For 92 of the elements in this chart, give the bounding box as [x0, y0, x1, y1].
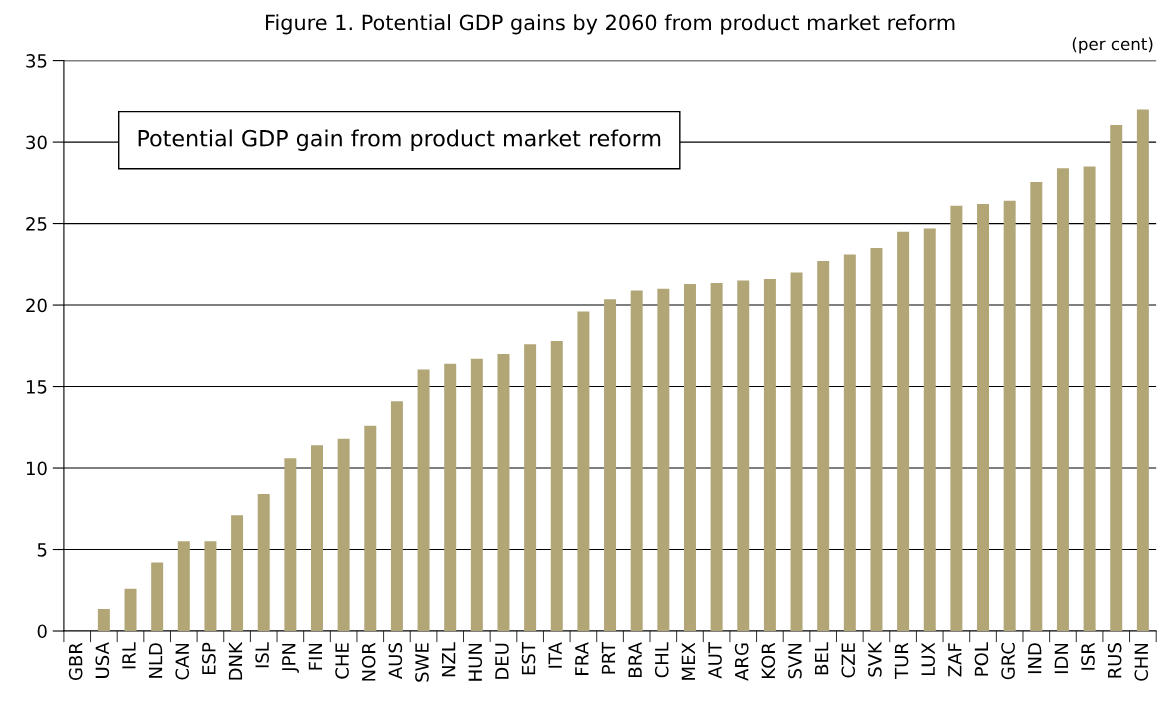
x-tick-label: ARG	[734, 643, 749, 681]
x-tick-label: USA	[95, 642, 110, 678]
bar	[311, 445, 323, 632]
x-tick-label: RUS	[1107, 643, 1122, 678]
bar	[177, 541, 190, 632]
bar	[97, 609, 110, 632]
bar	[417, 369, 430, 632]
x-tick-label: SWE	[415, 643, 429, 682]
x-tick-label: CAN	[175, 643, 190, 680]
bar	[204, 541, 217, 632]
bar	[817, 261, 830, 632]
x-tick-label: CZE	[841, 643, 856, 678]
x-tick-label: JPN	[282, 643, 299, 673]
x-tick-label: BRA	[628, 642, 642, 677]
y-tick-label: 30	[26, 135, 47, 150]
bar	[364, 425, 377, 632]
x-tick-label: GRC	[1001, 643, 1015, 680]
bar	[870, 248, 883, 632]
x-tick-label: POL	[974, 642, 989, 676]
bar	[1136, 109, 1149, 632]
y-tick-label: 10	[26, 461, 47, 476]
text: (per cent)	[1072, 37, 1153, 54]
x-tick-label: ISR	[1081, 642, 1095, 670]
bar	[284, 458, 297, 632]
bar	[683, 283, 696, 632]
bar	[1003, 200, 1016, 632]
x-tick-label: IDN	[1054, 643, 1068, 674]
bar	[657, 288, 670, 632]
x-tick-label: EST	[521, 642, 536, 675]
x-tick-label: MEX	[681, 642, 695, 680]
y-tick-label: 5	[37, 543, 47, 557]
y-tick-label: 0	[37, 624, 47, 639]
bar	[710, 283, 723, 632]
bar	[497, 353, 510, 632]
x-tick-label: DNK	[228, 641, 243, 680]
bar	[337, 438, 350, 632]
bar	[923, 228, 936, 632]
bar	[737, 280, 750, 632]
bar	[577, 311, 590, 632]
chart-title: Figure 1. Potential GDP gains by 2060 from product market reform	[266, 14, 955, 35]
x-tick-label: ISL	[255, 642, 269, 668]
x-tick-label: DEU	[495, 643, 509, 679]
bar	[790, 272, 803, 632]
x-tick-label: CHN	[1134, 643, 1149, 681]
bar	[1083, 166, 1096, 632]
y-tick-label: 15	[26, 380, 47, 394]
x-tick-label: KOR	[761, 642, 776, 678]
bar	[843, 254, 856, 632]
x-tick-label: IRL	[122, 642, 136, 669]
x-tick-label: NLD	[148, 643, 163, 678]
text: Potential GDP gain from product market reform	[138, 129, 661, 151]
x-tick-label: ESP	[202, 642, 216, 675]
bar	[1056, 168, 1069, 632]
bar	[231, 515, 244, 632]
bar	[257, 494, 270, 632]
bar	[390, 401, 403, 632]
x-tick-label: TUR	[894, 642, 909, 679]
bar	[470, 358, 483, 632]
x-tick-label: IND	[1028, 643, 1042, 674]
bar	[550, 340, 563, 632]
y-tick-label: 35	[26, 54, 47, 68]
bar	[151, 562, 164, 632]
bar	[977, 204, 990, 632]
x-tick-label: NZL	[442, 642, 456, 677]
y-tick-label: 25	[26, 217, 47, 231]
x-tick-label: FRA	[575, 642, 589, 675]
x-tick-label: LUX	[921, 642, 935, 676]
x-tick-label: AUS	[388, 643, 403, 679]
bar	[763, 278, 776, 632]
x-tick-label: SVN	[788, 643, 802, 679]
x-tick-label: BEL	[815, 642, 829, 675]
x-tick-label: CHL	[654, 642, 669, 678]
bar	[444, 363, 457, 632]
x-tick-label: HUN	[468, 643, 483, 681]
bar	[950, 205, 963, 632]
bar	[124, 588, 137, 632]
x-tick-label: ITA	[548, 642, 562, 668]
bar	[604, 299, 617, 632]
bar	[1110, 124, 1123, 632]
x-tick-label: CHE	[335, 643, 349, 679]
bar	[630, 290, 643, 632]
x-tick-label: AUT	[708, 642, 722, 679]
x-tick-label: PRT	[601, 642, 616, 674]
bar	[1030, 182, 1043, 632]
x-tick-label: GBR	[68, 642, 83, 681]
x-tick-label: NOR	[361, 642, 376, 681]
y-tick-label: 20	[26, 298, 47, 313]
x-tick-label: FIN	[308, 643, 322, 670]
x-tick-label: SVK	[868, 641, 882, 677]
x-tick-label: ZAF	[948, 643, 962, 677]
bar	[524, 344, 537, 632]
bar	[897, 231, 910, 632]
